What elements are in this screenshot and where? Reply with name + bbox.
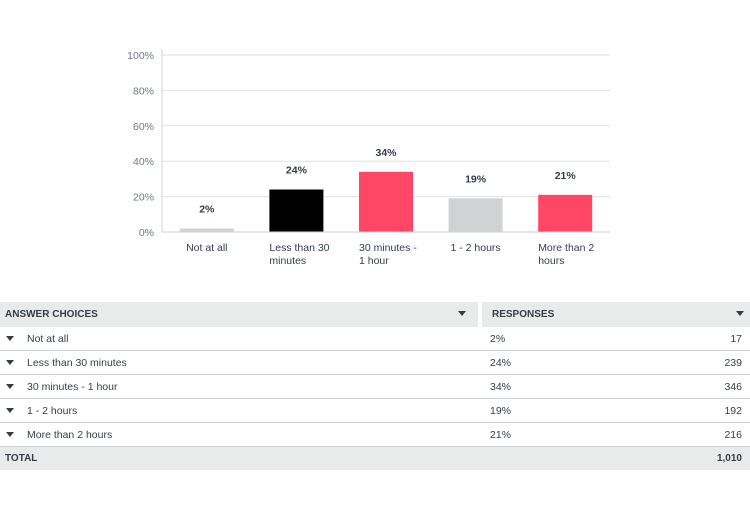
table-row: More than 2 hours 21% 216 — [0, 422, 750, 447]
answer-choice-cell[interactable]: Not at all — [0, 327, 480, 351]
gridlines — [162, 54, 610, 198]
bar-chart: 0% 20% 40% 60% 80% 100% 2% 24% 34% 19% 21% Not at… — [127, 49, 610, 267]
responses-header[interactable]: RESPONSES — [478, 302, 750, 327]
bars — [179, 171, 593, 232]
expand-caret-icon[interactable] — [6, 383, 14, 389]
answer-choices-header[interactable]: ANSWER CHOICES — [0, 302, 480, 327]
sort-caret-icon[interactable] — [736, 311, 744, 316]
y-tick-label: 40% — [133, 156, 154, 168]
table-header-row: ANSWER CHOICES RESPONSES — [0, 302, 750, 327]
answer-choice-cell[interactable]: 30 minutes - 1 hour — [0, 374, 480, 399]
y-tick-label: 0% — [139, 227, 154, 239]
y-tick-label: 80% — [133, 85, 154, 97]
bar — [359, 171, 413, 232]
table-row: Not at all 2% 17 — [0, 327, 750, 351]
sort-caret-icon[interactable] — [458, 311, 466, 316]
answer-choice-label: Not at all — [27, 332, 69, 345]
table-row: 1 - 2 hours 19% 192 — [0, 398, 750, 423]
table-row: 30 minutes - 1 hour 34% 346 — [0, 374, 750, 399]
answer-choice-label: More than 2 hours — [27, 428, 113, 441]
data-label: 24% — [286, 165, 308, 177]
answer-choice-label: 1 - 2 hours — [27, 404, 78, 417]
data-label: 19% — [465, 173, 487, 185]
answer-choice-label: Less than 30 minutes — [27, 356, 127, 369]
total-label: TOTAL — [0, 446, 480, 470]
response-count: 216 — [690, 422, 750, 447]
expand-caret-icon[interactable] — [6, 407, 14, 413]
bar — [269, 189, 324, 232]
response-percent: 2% — [480, 327, 690, 351]
x-tick-label: Not at all — [186, 242, 227, 254]
response-percent: 34% — [480, 374, 690, 399]
data-label: 21% — [555, 170, 577, 182]
x-tick-label: 30 minutes -1 hour — [359, 242, 417, 267]
x-tick-label: More than 2 hours — [538, 242, 594, 267]
data-label: 34% — [375, 147, 397, 159]
expand-caret-icon[interactable] — [6, 335, 14, 341]
response-percent: 19% — [480, 398, 690, 423]
response-count: 192 — [690, 398, 750, 423]
table-row: Less than 30 minutes 24% 239 — [0, 350, 750, 375]
answer-choices-header-label: ANSWER CHOICES — [5, 309, 98, 320]
response-count: 17 — [690, 327, 750, 351]
answer-choice-cell[interactable]: Less than 30 minutes — [0, 350, 480, 375]
response-count: 239 — [690, 350, 750, 375]
bar — [538, 194, 593, 232]
response-count: 346 — [690, 374, 750, 399]
responses-header-label: RESPONSES — [492, 309, 555, 320]
bar — [448, 198, 503, 232]
total-row: TOTAL 1,010 — [0, 446, 750, 470]
x-axis-ticks: Not at all Less than 30 minutes 30 minutes … — [186, 242, 594, 267]
bar — [179, 228, 234, 232]
y-tick-label: 20% — [133, 192, 154, 204]
response-percent: 21% — [480, 422, 690, 447]
responses-table: ANSWER CHOICES RESPONSES Not at all 2% 17 L… — [0, 302, 750, 470]
answer-choice-cell[interactable]: More than 2 hours — [0, 422, 480, 447]
total-count: 1,010 — [690, 446, 750, 470]
answer-choice-label: 30 minutes - 1 hour — [27, 380, 118, 393]
expand-caret-icon[interactable] — [6, 431, 14, 437]
data-labels: 2% 24% 34% 19% 21% — [199, 147, 576, 216]
y-axis-ticks: 0% 20% 40% 60% 80% 100% — [127, 50, 154, 239]
x-tick-label: Less than 30 minutes — [269, 242, 329, 267]
response-percent: 24% — [480, 350, 690, 375]
y-tick-label: 100% — [127, 50, 154, 62]
data-label: 2% — [199, 203, 215, 215]
answer-choice-cell[interactable]: 1 - 2 hours — [0, 398, 480, 423]
y-tick-label: 60% — [133, 121, 154, 133]
expand-caret-icon[interactable] — [6, 359, 14, 365]
x-tick-label: 1 - 2 hours — [450, 242, 500, 254]
